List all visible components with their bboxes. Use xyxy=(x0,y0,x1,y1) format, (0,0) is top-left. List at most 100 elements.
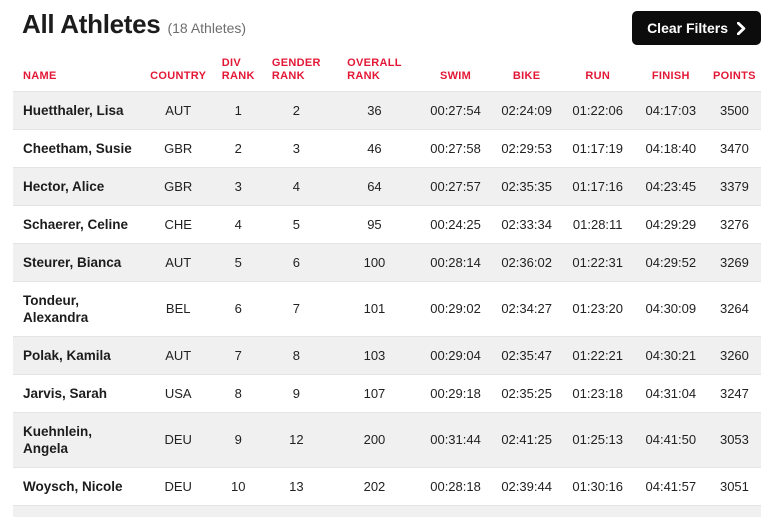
cell-div_rank: 6 xyxy=(234,301,242,316)
cell-name: Jarvis, Sarah xyxy=(13,374,143,412)
column-header-div_rank: DIV RANK xyxy=(221,56,255,82)
athlete-name: Steurer, Bianca xyxy=(23,254,122,270)
cell-div_rank: 7 xyxy=(234,347,242,363)
cell-finish: 04:41:50 xyxy=(645,432,697,447)
cell-run: 01:30:16 xyxy=(572,478,624,494)
cell-bike: 02:33:34 xyxy=(501,216,552,232)
table-header: NAME COUNTRY DIV RANK GENDER RANK OVERALL RA… xyxy=(13,49,761,91)
chevron-right-icon xyxy=(737,21,746,35)
cell-swim: 00:27:58 xyxy=(430,140,481,156)
cell-bike: 02:35:25 xyxy=(501,385,552,401)
title-group: All Athletes (18 Athletes) xyxy=(22,9,247,40)
cell-finish: 04:18:40 xyxy=(645,140,697,156)
cell-name: Cheetham, Susie xyxy=(13,129,143,167)
athlete-count: (18 Athletes) xyxy=(167,20,247,36)
cell-div_rank: 1 xyxy=(234,102,242,118)
cell-name: Woysch, Nicole xyxy=(13,467,143,505)
clear-filters-button[interactable]: Clear Filters xyxy=(632,11,761,45)
column-header-country: COUNTRY xyxy=(150,69,207,82)
cell-name: Huetthaler, Lisa xyxy=(13,91,143,129)
cell-div_rank: 5 xyxy=(234,254,242,270)
cell-gender_rank: 6 xyxy=(292,254,300,270)
table-row[interactable]: Steurer, Bianca AUT 5 6 100 00:28:14 02:36:02 0… xyxy=(13,243,761,281)
cell-overall_rank: 36 xyxy=(367,102,382,118)
cell-country: BEL xyxy=(165,301,191,316)
column-header-gender_rank: GENDER RANK xyxy=(271,56,321,82)
cell-bike: 02:35:35 xyxy=(501,178,552,194)
cell-finish: 04:29:52 xyxy=(645,254,697,270)
table-row[interactable]: Polak, Kamila AUT 7 8 103 00:29:04 02:35:47 01:… xyxy=(13,336,761,374)
cell-gender_rank: 2 xyxy=(292,102,300,118)
cell-points: 3051 xyxy=(719,478,749,494)
table-row[interactable]: Woysch, Nicole DEU 10 13 202 00:28:18 02:39:44… xyxy=(13,467,761,505)
column-header-overall_rank: OVERALL RANK xyxy=(347,56,402,82)
clear-filters-label: Clear Filters xyxy=(647,20,728,36)
column-header-swim: SWIM xyxy=(439,69,472,82)
table-row[interactable]: Kuehnlein, Angela DEU 9 12 200 00:31:44 02:41:… xyxy=(13,412,761,467)
cell-finish: 04:30:09 xyxy=(645,301,697,316)
cell-country: DEU xyxy=(164,478,192,494)
table-row[interactable]: Tondeur, Alexandra BEL 6 7 101 00:29:02 02:34:… xyxy=(13,281,761,336)
cell-run: 01:22:06 xyxy=(572,102,624,118)
cell-run: 01:25:13 xyxy=(572,432,624,447)
cell-country: AUT xyxy=(165,102,192,118)
cell-overall_rank: 202 xyxy=(363,478,386,494)
table-row[interactable]: Huetthaler, Lisa AUT 1 2 36 00:27:54 02:24:09 0… xyxy=(13,91,761,129)
cell-div_rank: 3 xyxy=(234,178,242,194)
cell-points: 3269 xyxy=(719,254,749,270)
cell-div_rank: 8 xyxy=(234,385,242,401)
cell-points: 3470 xyxy=(719,140,749,156)
cell-bike: 02:24:09 xyxy=(501,102,552,118)
cell-name: Tondeur, Alexandra xyxy=(13,281,143,336)
cell-overall_rank: 95 xyxy=(367,216,382,232)
next-row-partial xyxy=(13,504,761,517)
cell-overall_rank: 107 xyxy=(363,385,386,401)
column-header-bike: BIKE xyxy=(512,69,541,82)
cell-gender_rank: 3 xyxy=(292,140,300,156)
cell-finish: 04:29:29 xyxy=(645,216,697,232)
cell-gender_rank: 13 xyxy=(289,478,304,494)
athlete-name: Tondeur, Alexandra xyxy=(23,292,89,325)
cell-overall_rank: 103 xyxy=(363,347,386,363)
table-row[interactable]: Schaerer, Celine CHE 4 5 95 00:24:25 02:33:34 0… xyxy=(13,205,761,243)
athlete-name: Polak, Kamila xyxy=(23,347,111,363)
page-header: All Athletes (18 Athletes) Clear Filters xyxy=(13,9,761,47)
cell-run: 01:23:18 xyxy=(572,385,624,401)
table-row[interactable]: Cheetham, Susie GBR 2 3 46 00:27:58 02:29:53 01… xyxy=(13,129,761,167)
cell-country: GBR xyxy=(164,140,193,156)
cell-gender_rank: 4 xyxy=(292,178,300,194)
cell-points: 3379 xyxy=(719,178,749,194)
cell-swim: 00:27:57 xyxy=(430,178,481,194)
cell-run: 01:23:20 xyxy=(572,301,624,316)
cell-gender_rank: 5 xyxy=(292,216,300,232)
cell-name: Steurer, Bianca xyxy=(13,243,143,281)
cell-finish: 04:23:45 xyxy=(645,178,697,194)
cell-swim: 00:27:54 xyxy=(430,102,481,118)
cell-swim: 00:28:18 xyxy=(430,478,481,494)
cell-swim: 00:24:25 xyxy=(430,216,481,232)
cell-gender_rank: 12 xyxy=(289,432,304,447)
cell-country: USA xyxy=(164,385,192,401)
cell-overall_rank: 100 xyxy=(363,254,386,270)
column-header-points: POINTS xyxy=(713,69,756,82)
cell-gender_rank: 9 xyxy=(292,385,300,401)
athlete-name: Schaerer, Celine xyxy=(23,216,129,232)
cell-finish: 04:31:04 xyxy=(645,385,697,401)
cell-run: 01:17:19 xyxy=(572,140,624,156)
cell-overall_rank: 200 xyxy=(363,432,386,447)
table-row[interactable]: Jarvis, Sarah USA 8 9 107 00:29:18 02:35:25 01:… xyxy=(13,374,761,412)
cell-swim: 00:28:14 xyxy=(430,254,481,270)
table-header-row: NAME COUNTRY DIV RANK GENDER RANK OVERALL RA… xyxy=(13,49,761,91)
cell-swim: 00:29:18 xyxy=(430,385,481,401)
cell-finish: 04:17:03 xyxy=(645,102,697,118)
cell-div_rank: 9 xyxy=(234,432,242,447)
cell-bike: 02:39:44 xyxy=(501,478,552,494)
cell-bike: 02:34:27 xyxy=(501,301,552,316)
table-row[interactable]: Hector, Alice GBR 3 4 64 00:27:57 02:35:35 01:1… xyxy=(13,167,761,205)
athlete-name: Kuehnlein, Angela xyxy=(23,423,93,456)
cell-name: Hector, Alice xyxy=(13,167,143,205)
page-title: All Athletes xyxy=(22,9,161,39)
cell-bike: 02:29:53 xyxy=(501,140,552,156)
column-header-finish: FINISH xyxy=(651,69,690,82)
cell-gender_rank: 8 xyxy=(292,347,300,363)
